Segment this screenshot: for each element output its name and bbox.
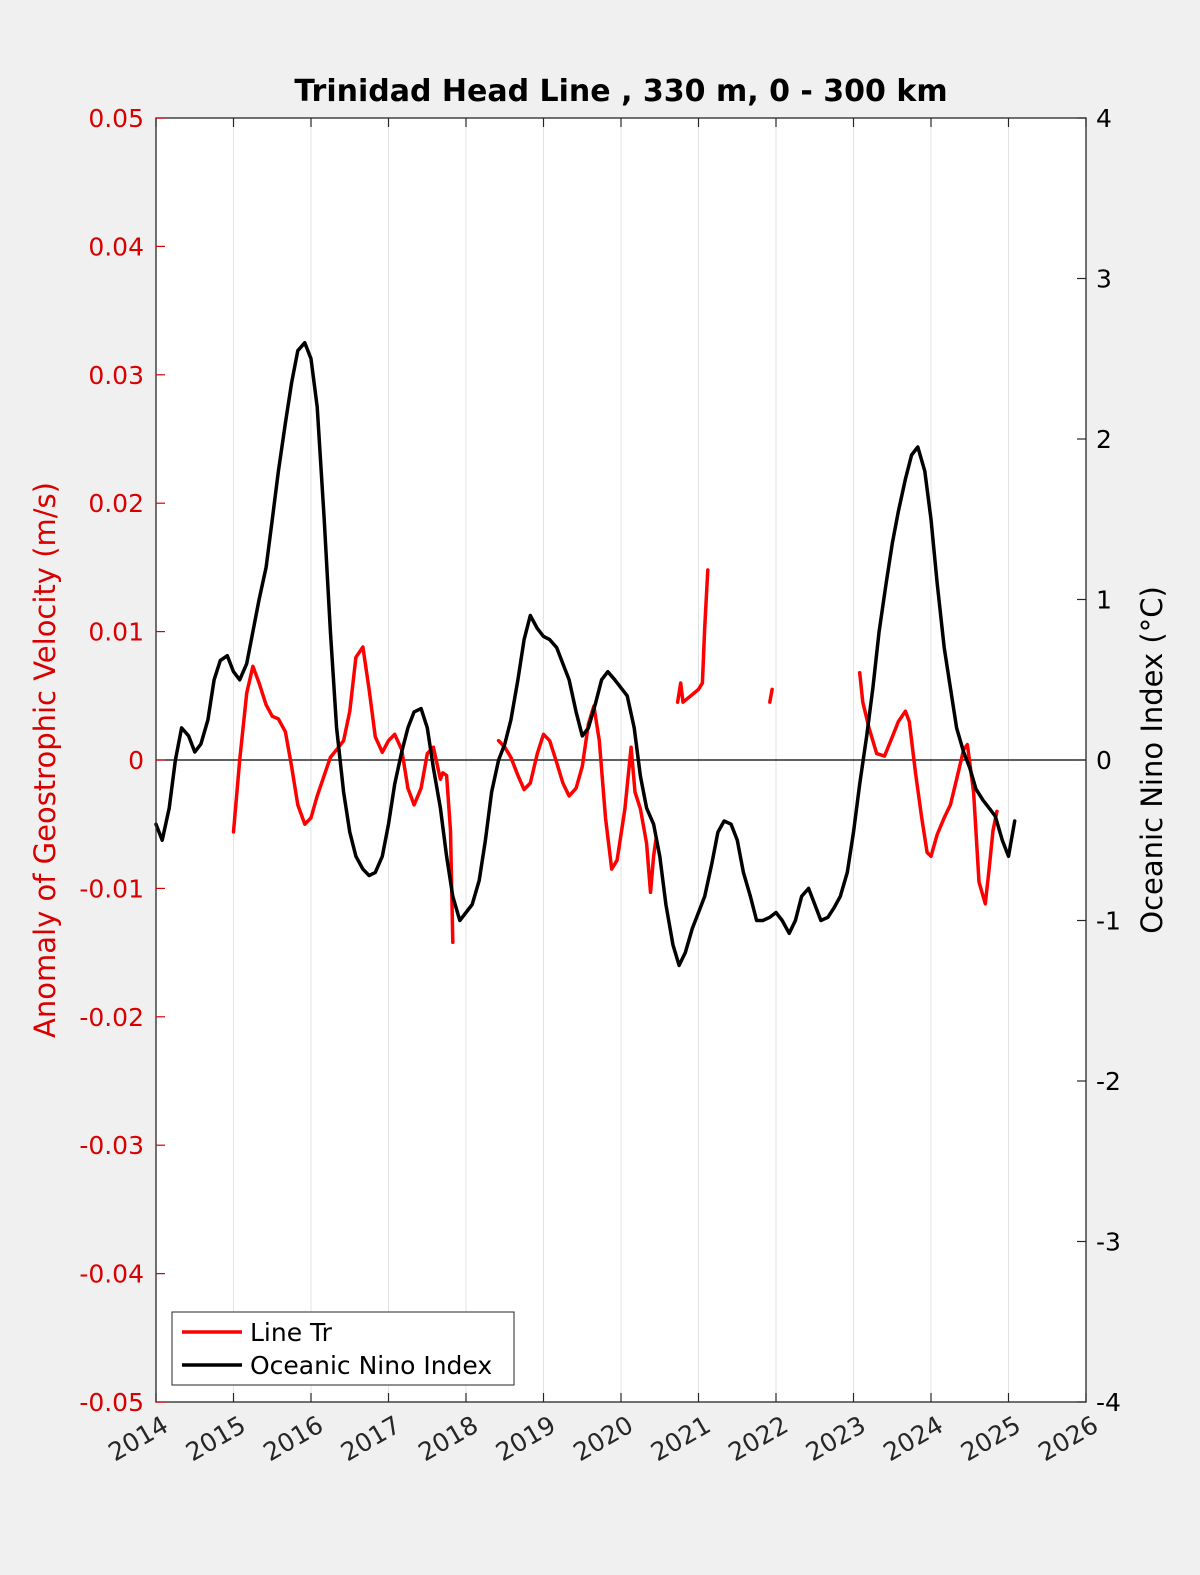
x-tick-label: 2016 — [258, 1410, 328, 1467]
line-tr-segment-4 — [768, 687, 774, 704]
line-tr-segment-5 — [857, 670, 999, 906]
x-tick-label: 2024 — [878, 1410, 948, 1467]
legend-label-line-tr: Line Tr — [250, 1318, 333, 1347]
line-tr-segment-3 — [675, 568, 710, 704]
line-tr-segment-2 — [496, 704, 658, 895]
y-left-tick-label: -0.01 — [79, 874, 144, 903]
legend-label-oni: Oceanic Nino Index — [250, 1351, 492, 1380]
y-left-tick-label: -0.04 — [79, 1260, 144, 1289]
y-left-tick-label: 0 — [128, 746, 144, 775]
y-right-tick-label: 0 — [1096, 746, 1112, 775]
y-axis-right-label: Oceanic Nino Index (°C) — [1135, 586, 1169, 934]
x-tick-label: 2022 — [723, 1410, 793, 1467]
oni-series — [154, 340, 1017, 968]
line-tr-series — [231, 568, 999, 945]
x-tick-label: 2021 — [646, 1410, 716, 1467]
y-left-tick-label: 0.05 — [88, 104, 144, 133]
oni-line — [154, 340, 1017, 968]
legend-box — [171, 1311, 515, 1386]
x-tick-label: 2015 — [181, 1410, 251, 1467]
x-tick-label: 2017 — [336, 1410, 406, 1467]
y-left-tick-label: 0.02 — [88, 489, 144, 518]
x-tick-label: 2018 — [413, 1410, 483, 1467]
y-left-tick-label: -0.05 — [79, 1388, 144, 1417]
y-left-tick-label: -0.02 — [79, 1003, 144, 1032]
y-left-tick-label: 0.04 — [88, 232, 144, 261]
x-tick-label: 2026 — [1033, 1410, 1103, 1467]
y-right-tick-label: 1 — [1096, 586, 1112, 615]
x-tick-label: 2014 — [103, 1410, 173, 1467]
y-right-tick-label: -2 — [1096, 1067, 1121, 1096]
x-tick-label: 2025 — [956, 1410, 1026, 1467]
y-left-tick-label: 0.01 — [88, 618, 144, 647]
y-right-tick-label: -3 — [1096, 1228, 1121, 1257]
y-right-tick-label: 2 — [1096, 425, 1112, 454]
y-right-tick-label: 3 — [1096, 265, 1112, 294]
y-right-tick-label: 4 — [1096, 104, 1112, 133]
x-tick-label: 2019 — [491, 1410, 561, 1467]
y-right-tick-label: -1 — [1096, 907, 1121, 936]
legend: Line Tr Oceanic Nino Index — [171, 1311, 515, 1386]
y-axis-left-label: Anomaly of Geostrophic Velocity (m/s) — [28, 482, 62, 1038]
y-left-tick-label: -0.03 — [79, 1131, 144, 1160]
line-tr-segment-1 — [231, 645, 455, 945]
y-right-tick-label: -4 — [1096, 1388, 1121, 1417]
y-left-tick-label: 0.03 — [88, 361, 144, 390]
x-tick-label: 2023 — [801, 1410, 871, 1467]
x-tick-label: 2020 — [568, 1410, 638, 1467]
chart-title: Trinidad Head Line , 330 m, 0 - 300 km — [294, 74, 947, 109]
